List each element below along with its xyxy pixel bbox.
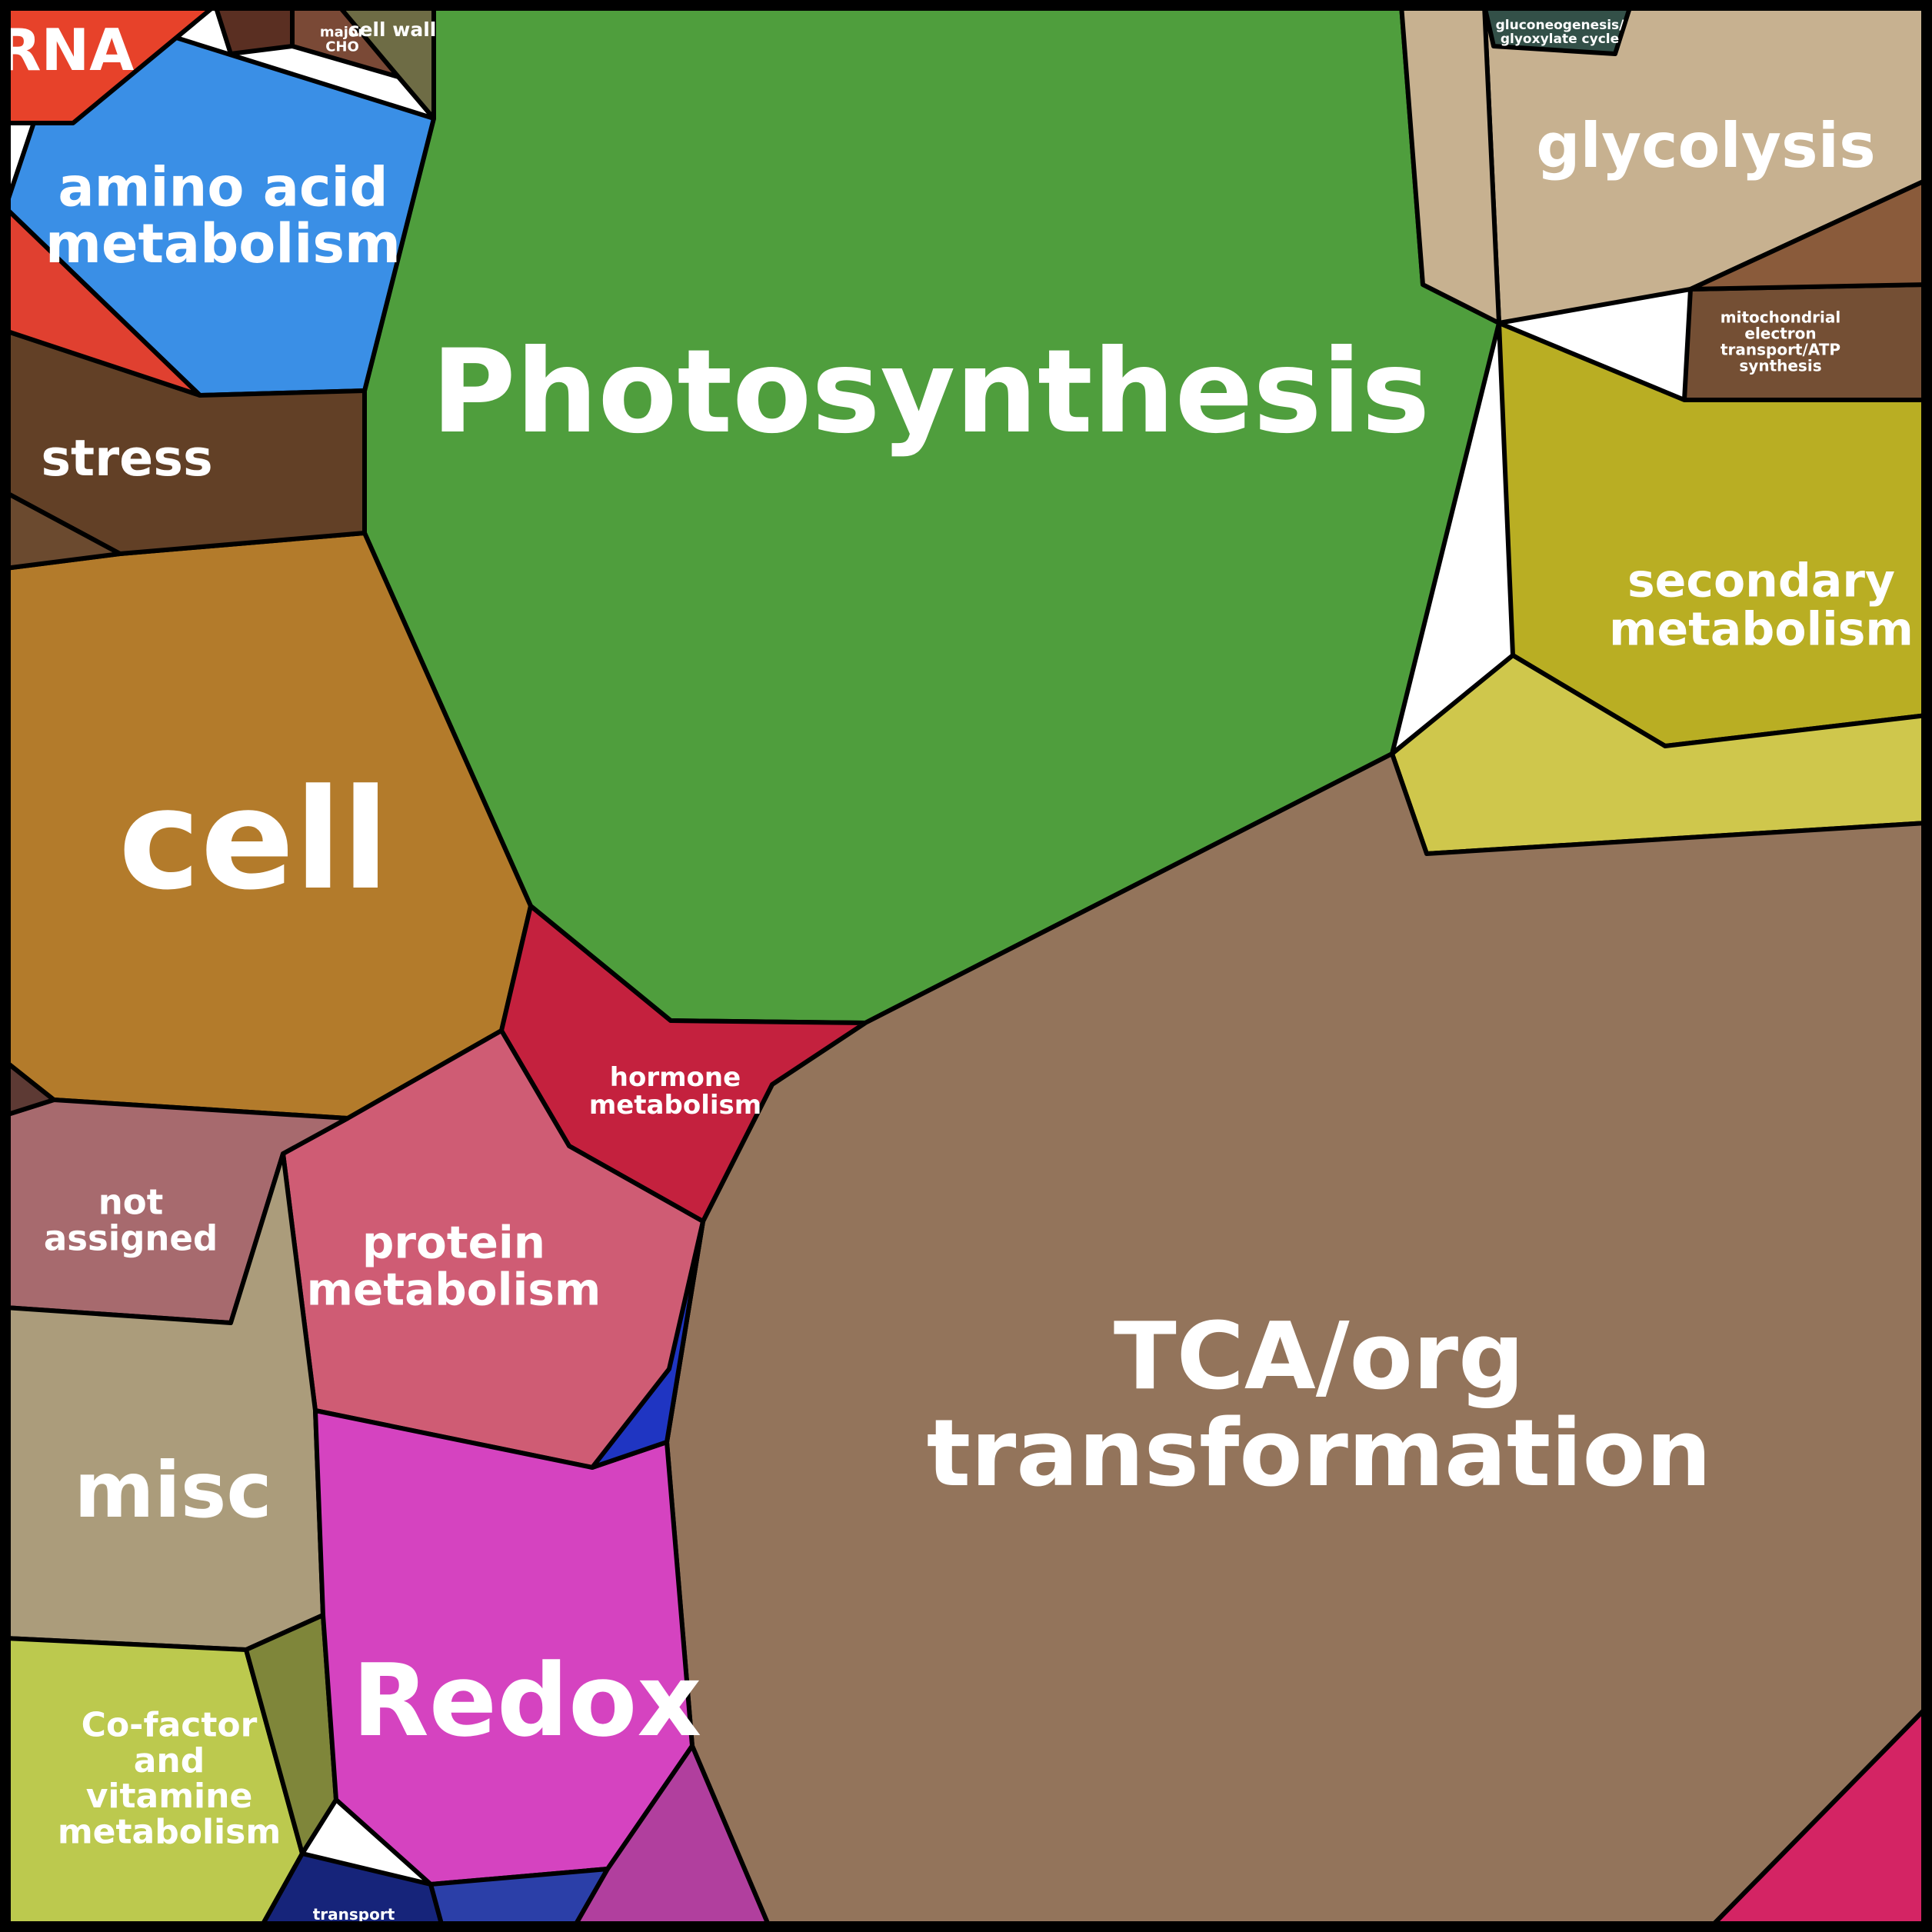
label-secondary-metab: secondarymetabolism (1609, 554, 1914, 656)
label-cell: cell (118, 760, 389, 921)
cell-rna-tiny-dark (215, 5, 292, 54)
label-transport: transport (313, 1905, 395, 1924)
label-redox: Redox (352, 1642, 702, 1759)
label-hormone: hormonemetabolism (589, 1062, 761, 1121)
label-rna: RNA (0, 16, 134, 84)
label-amino-acid: amino acidmetabolism (45, 155, 401, 275)
cells-group (5, 5, 1927, 1927)
label-cell-wall: cell wall (348, 18, 437, 41)
label-glycolysis: glycolysis (1536, 110, 1875, 182)
voronoi-treemap: Photosynthesis glycolysis gluconeogenesis/… (0, 0, 1932, 1932)
label-cofactor: Co-factorandvitaminemetabolism (58, 1706, 281, 1852)
label-gluconeo: gluconeogenesis/glyoxylate cycle (1496, 18, 1625, 47)
label-photosynthesis: Photosynthesis (431, 325, 1431, 459)
label-stress: stress (41, 430, 212, 488)
label-misc: misc (74, 1445, 271, 1535)
